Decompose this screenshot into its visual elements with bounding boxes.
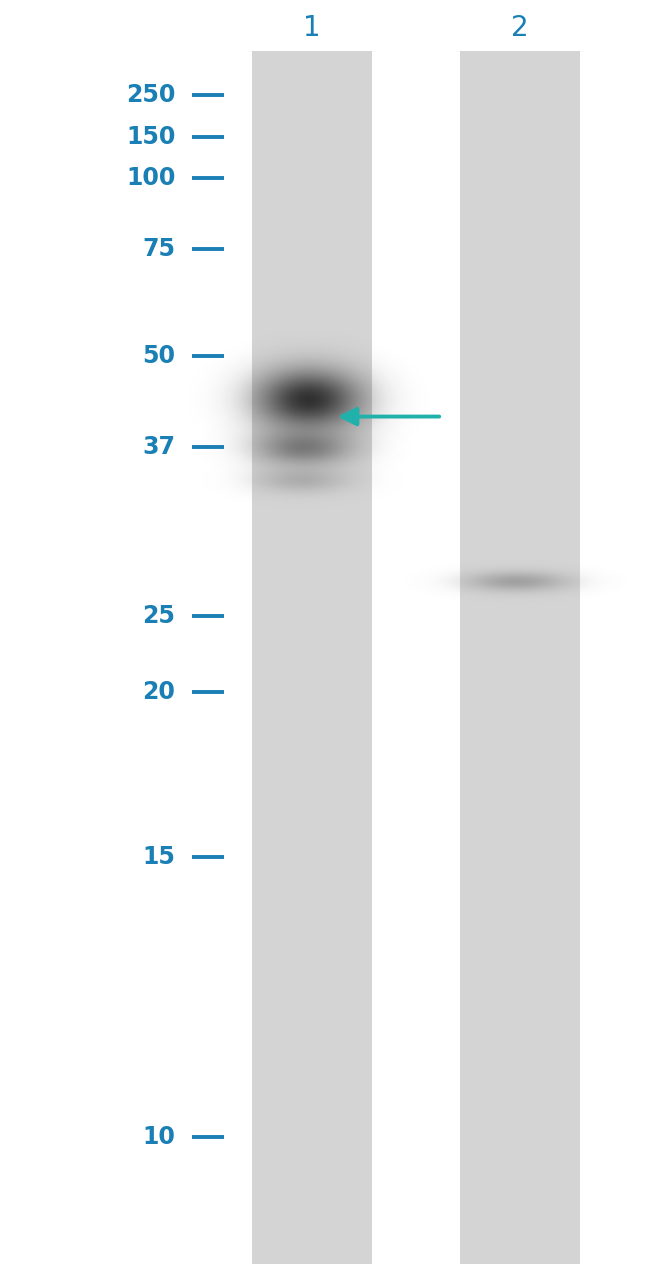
- Text: 75: 75: [142, 237, 176, 260]
- Text: 1: 1: [303, 14, 321, 42]
- Text: 15: 15: [142, 846, 176, 869]
- Text: 250: 250: [126, 84, 176, 107]
- Text: 37: 37: [142, 436, 176, 458]
- Text: 20: 20: [142, 681, 176, 704]
- Bar: [252, 51, 372, 1264]
- Text: 150: 150: [126, 126, 176, 149]
- Text: 25: 25: [142, 605, 176, 627]
- Bar: [460, 51, 580, 1264]
- Text: 10: 10: [142, 1125, 176, 1148]
- Text: 100: 100: [126, 166, 176, 189]
- Text: 2: 2: [511, 14, 529, 42]
- Text: 50: 50: [142, 344, 176, 367]
